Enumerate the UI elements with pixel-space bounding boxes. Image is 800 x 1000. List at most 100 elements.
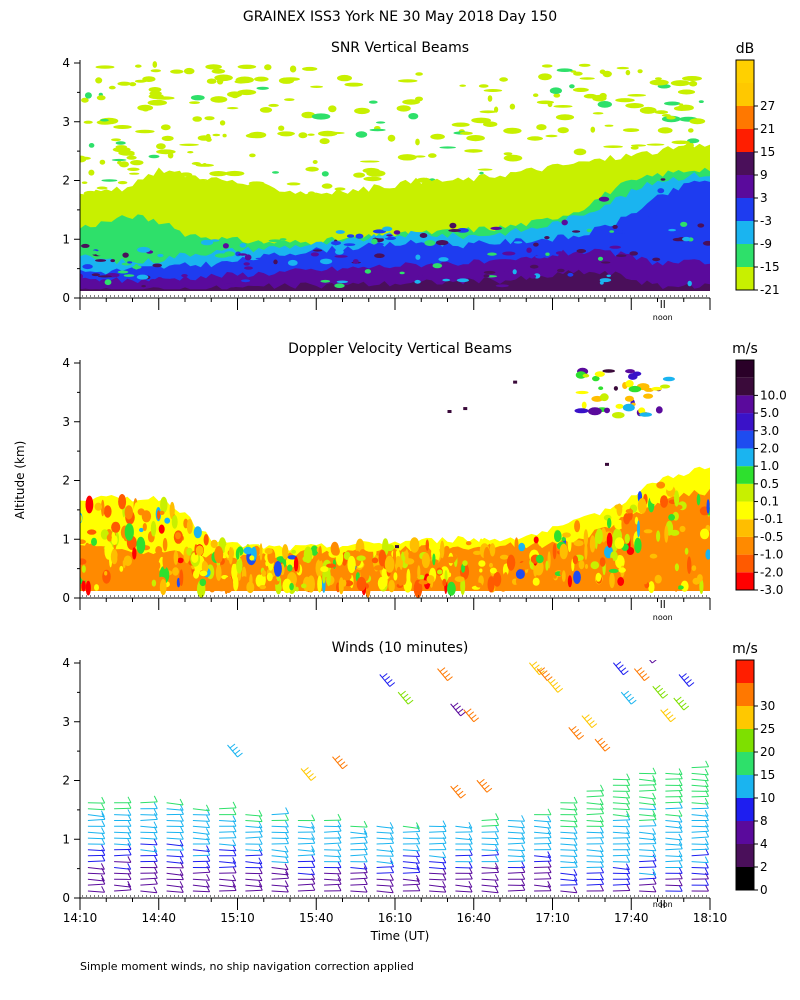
wind-barb-flag: [468, 861, 473, 869]
wind-barb-flag: [547, 884, 552, 891]
snr-echo-patch: [101, 179, 118, 182]
wind-barb-flag: [652, 828, 657, 835]
wind-barb-flag: [311, 868, 315, 875]
snr-speckle: [415, 254, 421, 260]
wind-barb-shaft: [612, 883, 630, 886]
wind-barb-flag: [539, 670, 545, 676]
snr-echo-patch: [95, 77, 103, 84]
snr-speckle: [222, 243, 229, 249]
wind-barb-flag: [546, 676, 553, 682]
wind-barb-flag: [626, 873, 631, 880]
snr-echo-patch: [360, 160, 380, 163]
wind-barb-flag: [179, 814, 184, 822]
wind-barb-flag: [100, 863, 105, 870]
doppler-speckle: [317, 575, 322, 593]
snr-speckle: [507, 274, 517, 280]
wind-barb-shaft: [639, 855, 656, 858]
snr-echo-patch: [677, 104, 694, 111]
y-tick-label: 1: [62, 832, 70, 846]
snr-echo-patch: [545, 134, 558, 138]
snr-echo-patch: [191, 162, 201, 165]
wind-barb-flag: [232, 866, 237, 874]
wind-barb-shaft: [691, 814, 709, 817]
doppler-upper-echo: [622, 403, 635, 412]
wind-barb-shaft: [639, 866, 657, 868]
snr-echo-patch: [538, 73, 552, 81]
snr-echo-patch: [311, 113, 331, 120]
colorbar-label: 30: [760, 699, 775, 713]
wind-barb-shaft: [350, 883, 368, 886]
snr-speckle: [364, 269, 372, 274]
snr-speckle: [487, 252, 497, 256]
snr-speckle: [122, 252, 129, 258]
snr-echo-patch: [428, 153, 437, 158]
snr-speckle: [438, 257, 449, 262]
colorbar-label: 1.0: [760, 459, 779, 473]
wind-barb-shaft: [324, 872, 341, 875]
wind-barb-shaft: [534, 872, 552, 874]
snr-echo-patch: [387, 134, 396, 142]
snr-echo-patch: [549, 87, 563, 94]
x-tick-label: 17:40: [614, 911, 649, 925]
wind-barb-shaft: [87, 808, 105, 811]
wind-barb-flag: [101, 844, 106, 851]
doppler-speckle: [101, 499, 105, 517]
colorbar-segment: [736, 448, 754, 467]
wind-barb-shaft: [87, 860, 105, 863]
doppler-speckle: [401, 551, 405, 561]
snr-echo-patch: [148, 154, 160, 159]
x-tick-label: 15:10: [220, 911, 255, 925]
wind-barb-flag: [704, 856, 709, 863]
doppler-speckle: [656, 530, 661, 542]
snr-speckle: [483, 270, 496, 274]
doppler-speckle: [338, 577, 344, 595]
wind-barb-flag: [704, 797, 709, 805]
snr-speckle: [223, 283, 238, 288]
snr-speckle: [702, 240, 710, 246]
doppler-speckle: [246, 581, 255, 594]
wind-barb-flag: [415, 874, 420, 882]
snr-echo-patch: [284, 98, 295, 101]
wind-barb-shaft: [114, 884, 131, 888]
snr-echo-patch: [344, 82, 364, 87]
wind-barb-flag: [442, 670, 448, 676]
wind-barb-shaft: [560, 878, 578, 882]
wind-barb-flag: [258, 837, 263, 845]
wind-barb-shaft: [586, 795, 604, 798]
wind-barb-shaft: [560, 890, 577, 894]
doppler-speckle: [552, 543, 557, 560]
snr-speckle: [545, 252, 550, 256]
doppler-speckle: [117, 553, 121, 563]
wind-barb-flag: [625, 863, 630, 870]
wind-barb-flag: [386, 679, 393, 684]
doppler-speckle: [293, 556, 299, 572]
wind-barb-shaft: [140, 849, 157, 853]
wind-barb-shaft: [192, 890, 210, 893]
wind-barb-flag: [337, 758, 343, 764]
wind-barb-flag: [153, 886, 158, 894]
wind-barb-flag: [573, 850, 578, 857]
doppler-upper-echo: [615, 403, 624, 409]
doppler-speckle: [84, 542, 90, 555]
doppler-speckle: [171, 515, 178, 529]
doppler-speckle: [447, 581, 456, 596]
wind-barb-shaft: [560, 820, 578, 823]
doppler-speckle: [203, 534, 209, 546]
doppler-speckle: [413, 579, 423, 598]
y-tick-label: 0: [62, 291, 70, 305]
wind-barb-flag: [625, 693, 632, 699]
wind-barb-flag: [678, 885, 683, 892]
snr-speckle: [456, 278, 469, 283]
wind-barb-flag: [311, 883, 316, 891]
doppler-speckle: [535, 554, 544, 564]
wind-barb-shaft: [297, 849, 315, 852]
wind-barb-shaft: [376, 872, 394, 874]
snr-echo-patch: [677, 89, 696, 95]
wind-barb-flag: [179, 857, 184, 864]
doppler-speckle: [326, 568, 331, 587]
doppler-speckle: [173, 550, 179, 565]
colorbar-segment: [736, 152, 754, 175]
doppler-speckle: [672, 551, 679, 568]
snr-echo-patch: [655, 77, 662, 80]
snr-speckle: [601, 261, 611, 264]
